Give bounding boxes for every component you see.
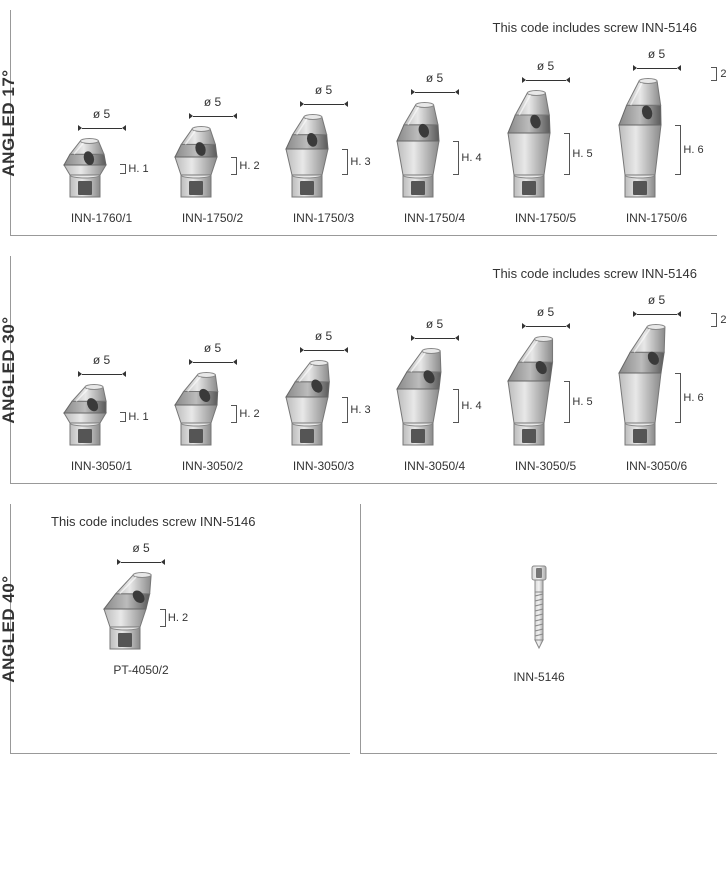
note-text: This code includes screw INN-5146 xyxy=(51,514,340,529)
screw-code: INN-5146 xyxy=(513,670,564,684)
section-angled-30: ANGLED 30° This code includes screw INN-… xyxy=(10,256,717,484)
abutment-item: ø 5 H. 4 INN-3050/4 xyxy=(384,317,485,473)
height-label: H. 4 xyxy=(453,389,481,423)
product-code: INN-1760/1 xyxy=(71,211,132,225)
diameter-label: ø 5 xyxy=(537,305,554,319)
product-code: INN-1750/2 xyxy=(182,211,243,225)
abutment-item: ø 5 H. 1 INN-3050/1 xyxy=(51,353,152,473)
abutment-item: ø 5 H. 4 INN-1750/4 xyxy=(384,71,485,225)
height-label: H. 4 xyxy=(453,141,481,175)
diameter-line xyxy=(300,101,348,107)
section-title: ANGLED 17° xyxy=(0,69,19,176)
section-title: ANGLED 30° xyxy=(0,316,19,423)
diameter-label: ø 5 xyxy=(93,107,110,121)
abutment-icon xyxy=(54,135,116,203)
diameter-label: ø 5 xyxy=(315,329,332,343)
diameter-line xyxy=(633,311,681,317)
abutment-icon xyxy=(498,333,560,451)
product-code: INN-3050/2 xyxy=(182,459,243,473)
items-row: ø 5 H. 1 INN-3050/1 ø 5 H. 2 INN-3050/2 ø 5 xyxy=(51,293,707,473)
height-label: H. 5 xyxy=(564,133,592,175)
diameter-line xyxy=(189,359,237,365)
product-code: INN-3050/3 xyxy=(293,459,354,473)
abutment-icon xyxy=(276,357,338,451)
bottom-row: ANGLED 40° This code includes screw INN-… xyxy=(10,504,717,754)
diameter-line xyxy=(522,77,570,83)
screw-icon xyxy=(527,564,551,654)
diameter-label: ø 5 xyxy=(537,59,554,73)
screw-display: INN-5146 xyxy=(371,514,707,733)
items-row: ø 5 H. 1 INN-1760/1 ø 5 H. 2 INN-1750/2 ø 5 xyxy=(51,47,707,225)
abutment-icon xyxy=(276,111,338,203)
section-title: ANGLED 40° xyxy=(0,575,19,682)
diameter-label: ø 5 xyxy=(204,341,221,355)
extra-dimension: 2,5 mm xyxy=(711,313,727,327)
abutment-icon xyxy=(609,321,671,451)
abutment-item: ø 5 H. 5 INN-3050/5 xyxy=(495,305,596,473)
product-code: PT-4050/2 xyxy=(113,663,168,677)
abutment-icon xyxy=(609,75,671,203)
extra-dimension: 2,5 mm xyxy=(711,67,727,81)
abutment-icon xyxy=(387,345,449,451)
diameter-line xyxy=(411,335,459,341)
height-label: H. 1 xyxy=(120,163,148,175)
height-label: H. 3 xyxy=(342,397,370,423)
diameter-label: ø 5 xyxy=(93,353,110,367)
height-label: H. 6 xyxy=(675,125,703,175)
product-code: INN-3050/4 xyxy=(404,459,465,473)
diameter-line xyxy=(522,323,570,329)
abutment-icon xyxy=(94,569,156,655)
abutment-item: ø 5 H. 3 INN-1750/3 xyxy=(273,83,374,225)
diameter-label: ø 5 xyxy=(648,293,665,307)
product-code: INN-1750/5 xyxy=(515,211,576,225)
abutment-icon xyxy=(165,123,227,203)
abutment-item: ø 5 H. 2 INN-3050/2 xyxy=(162,341,263,473)
abutment-icon xyxy=(165,369,227,451)
diameter-label: ø 5 xyxy=(132,541,149,555)
product-code: INN-3050/1 xyxy=(71,459,132,473)
abutment-item: ø 5 H. 6INN-1750/62,5 mm xyxy=(606,47,707,225)
height-label: H. 2 xyxy=(231,157,259,175)
abutment-item: ø 5 H. 6INN-3050/62,5 mm xyxy=(606,293,707,473)
product-code: INN-1750/6 xyxy=(626,211,687,225)
abutment-item: ø 5 H. 5 INN-1750/5 xyxy=(495,59,596,225)
height-label: H. 6 xyxy=(675,373,703,423)
abutment-item: ø 5 H. 1 INN-1760/1 xyxy=(51,107,152,225)
diameter-line xyxy=(633,65,681,71)
product-code: INN-3050/6 xyxy=(626,459,687,473)
height-label: H. 5 xyxy=(564,381,592,423)
abutment-icon xyxy=(54,381,116,451)
height-label: H. 1 xyxy=(120,411,148,423)
diameter-label: ø 5 xyxy=(315,83,332,97)
section-angled-17: ANGLED 17° This code includes screw INN-… xyxy=(10,10,717,236)
diameter-label: ø 5 xyxy=(426,71,443,85)
height-label: H. 2 xyxy=(160,609,188,627)
abutment-item: ø 5 H. 2 INN-1750/2 xyxy=(162,95,263,225)
section-screw: INN-5146 xyxy=(360,504,717,754)
diameter-line xyxy=(300,347,348,353)
note-text: This code includes screw INN-5146 xyxy=(51,20,707,35)
abutment-item: ø 5 H. 2 PT-4050/2 xyxy=(51,541,231,677)
product-code: INN-1750/3 xyxy=(293,211,354,225)
diameter-line xyxy=(78,125,126,131)
note-text: This code includes screw INN-5146 xyxy=(51,266,707,281)
diameter-label: ø 5 xyxy=(204,95,221,109)
height-label: H. 3 xyxy=(342,149,370,175)
diameter-line xyxy=(189,113,237,119)
items-row: ø 5 H. 2 PT-4050/2 xyxy=(51,541,340,677)
section-angled-40: ANGLED 40° This code includes screw INN-… xyxy=(10,504,350,754)
diameter-label: ø 5 xyxy=(426,317,443,331)
abutment-icon xyxy=(498,87,560,203)
abutment-icon xyxy=(387,99,449,203)
diameter-line xyxy=(78,371,126,377)
diameter-label: ø 5 xyxy=(648,47,665,61)
height-label: H. 2 xyxy=(231,405,259,423)
diameter-line xyxy=(117,559,165,565)
diameter-line xyxy=(411,89,459,95)
product-code: INN-3050/5 xyxy=(515,459,576,473)
abutment-item: ø 5 H. 3 INN-3050/3 xyxy=(273,329,374,473)
product-code: INN-1750/4 xyxy=(404,211,465,225)
